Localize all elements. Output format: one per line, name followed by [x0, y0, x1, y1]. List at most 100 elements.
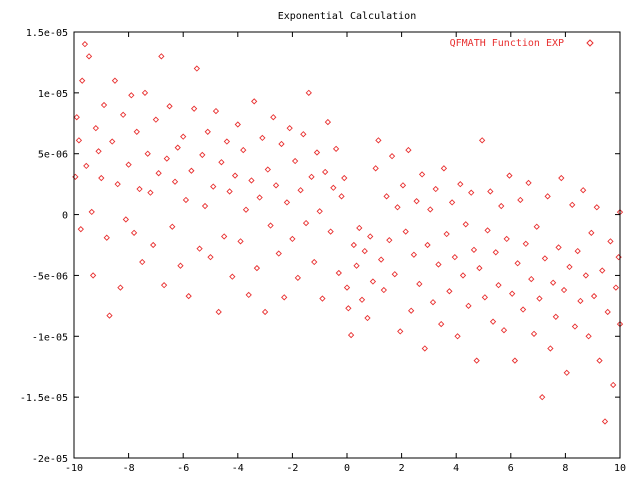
data-point — [372, 165, 379, 172]
data-point — [83, 162, 90, 170]
data-point — [525, 179, 532, 187]
data-point — [95, 148, 102, 155]
data-point — [514, 260, 521, 267]
data-point — [316, 208, 323, 215]
data-point — [311, 258, 318, 266]
data-point — [302, 219, 310, 227]
data-point — [574, 247, 581, 255]
data-point — [593, 204, 600, 211]
y-tick-label: 1.5e-05 — [26, 28, 68, 39]
data-point — [539, 394, 546, 401]
data-point — [503, 235, 510, 243]
data-point — [427, 206, 434, 213]
y-tick-label: 0 — [62, 211, 68, 222]
data-point — [408, 307, 415, 314]
data-point — [128, 92, 135, 99]
data-point — [509, 290, 516, 297]
data-point — [291, 157, 299, 165]
data-point — [120, 111, 127, 118]
data-point — [429, 299, 437, 306]
data-point — [158, 53, 165, 60]
data-point — [122, 216, 130, 223]
data-point — [519, 306, 527, 313]
data-point — [313, 149, 321, 156]
data-point — [272, 182, 280, 189]
data-point — [248, 177, 255, 184]
data-point — [552, 313, 559, 320]
data-point — [251, 98, 258, 105]
data-point — [476, 264, 483, 272]
data-point — [199, 151, 206, 159]
data-point — [207, 254, 214, 261]
data-point — [399, 182, 407, 189]
data-point — [530, 330, 538, 337]
data-point — [98, 174, 105, 182]
data-point — [470, 246, 478, 254]
data-point — [253, 264, 261, 272]
data-point — [495, 282, 502, 289]
data-point — [533, 223, 540, 230]
data-point — [144, 150, 151, 157]
x-tick-label: 2 — [399, 463, 405, 474]
data-point — [261, 308, 269, 316]
data-point — [89, 272, 97, 279]
data-point — [283, 199, 291, 206]
data-point — [324, 118, 332, 126]
data-point — [185, 292, 192, 300]
data-point — [484, 227, 491, 234]
data-point — [443, 230, 450, 238]
data-point — [109, 138, 116, 145]
data-point — [212, 107, 220, 115]
x-tick-label: 0 — [344, 463, 350, 474]
legend-label: QFMATH Function EXP — [450, 38, 564, 49]
data-point — [454, 333, 461, 340]
x-tick-label: -6 — [177, 463, 189, 474]
data-point — [607, 238, 614, 245]
data-point — [294, 274, 301, 281]
data-point — [599, 267, 606, 274]
ticks-layer: -10 -8 -6 -4 -2 0 2 4 6 8 10 -2e-05 -1.5e-05 -1e-05 -5… — [20, 28, 626, 474]
data-point — [380, 286, 387, 294]
data-point — [215, 308, 222, 316]
data-point — [394, 204, 401, 211]
data-point — [81, 41, 89, 48]
data-point — [221, 233, 228, 240]
data-point — [297, 187, 304, 194]
data-point — [549, 279, 557, 286]
data-point — [150, 241, 157, 249]
data-point — [281, 294, 288, 301]
data-point — [139, 258, 146, 266]
data-point — [169, 223, 176, 230]
data-point — [240, 146, 247, 154]
data-point — [182, 196, 190, 204]
data-point — [174, 144, 181, 151]
y-tick-label: -5e-06 — [32, 271, 68, 282]
data-point — [166, 103, 173, 110]
data-point — [88, 208, 95, 216]
data-point — [397, 328, 404, 335]
data-point — [177, 262, 184, 269]
data-point — [596, 357, 603, 364]
data-point — [451, 254, 458, 261]
data-point — [330, 184, 337, 191]
data-point — [588, 229, 595, 236]
data-point — [478, 137, 486, 144]
data-point — [171, 178, 179, 185]
data-point — [405, 146, 412, 154]
x-tick-label: 4 — [453, 463, 459, 474]
data-point — [92, 125, 99, 132]
data-point — [522, 240, 529, 247]
data-point — [75, 137, 83, 144]
data-point — [160, 282, 168, 289]
data-point — [259, 134, 266, 142]
data-point — [500, 327, 508, 334]
data-point — [358, 296, 366, 303]
data-point — [391, 271, 398, 278]
data-point — [498, 202, 505, 210]
data-point — [440, 165, 448, 172]
data-point — [193, 65, 200, 72]
legend-marker — [586, 39, 594, 47]
data-point — [226, 188, 233, 195]
data-point — [468, 189, 475, 196]
data-point — [547, 345, 554, 352]
